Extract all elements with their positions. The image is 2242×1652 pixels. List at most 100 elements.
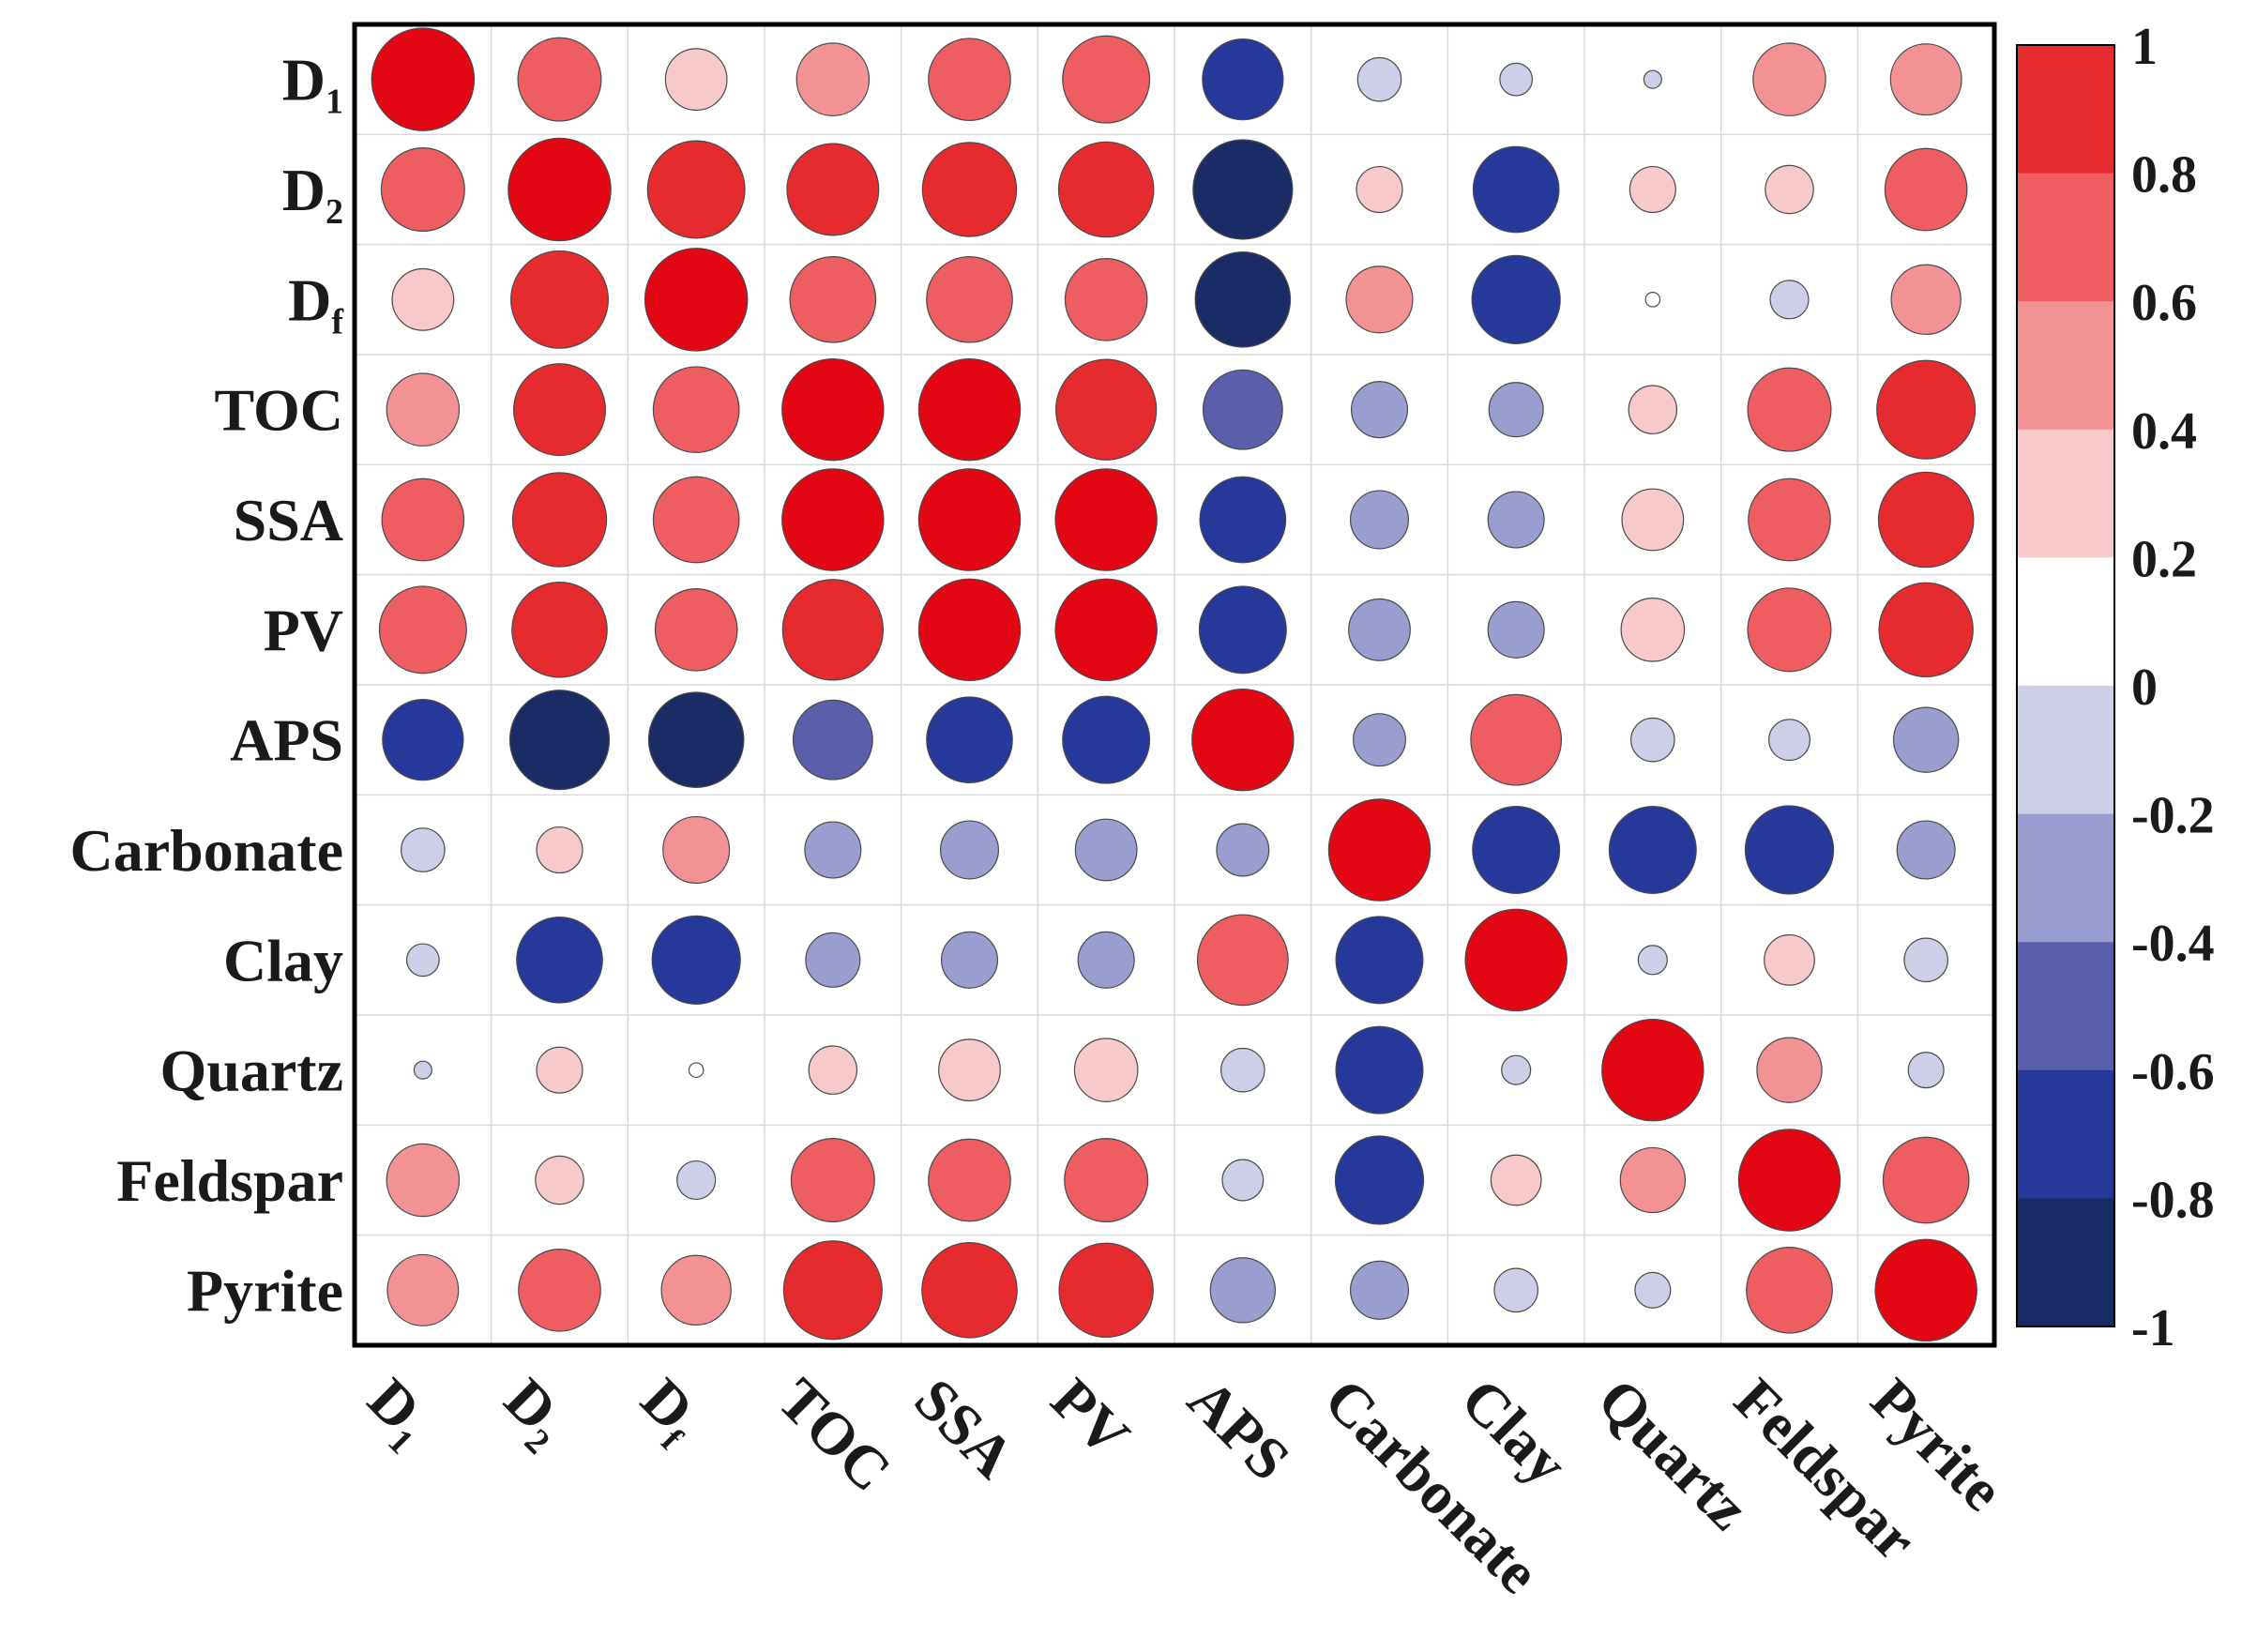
row-label-ssa: SSA	[234, 487, 343, 553]
cell-circle-d2-toc: 0.8	[786, 143, 880, 236]
cell-circle-clay-pv: -0.3	[1077, 931, 1135, 989]
cell-circle-df-ssa: 0.7	[926, 255, 1013, 343]
cell-circle-d2-quartz: 0.2	[1628, 165, 1676, 214]
cell-circle-aps-carbonate: -0.26	[1353, 713, 1406, 767]
cell-circle-d1-df: 0.36	[664, 48, 728, 112]
cell-circle-quartz-d1: -0.03	[413, 1060, 432, 1080]
cell-circle-d1-ssa: 0.64	[928, 38, 1011, 121]
cell-circle-quartz-pv: 0.38	[1073, 1038, 1139, 1102]
cell-circle-df-pyrite: 0.46	[1890, 264, 1962, 336]
row-label-pyrite: Pyrite	[187, 1257, 343, 1324]
cell-circle-ssa-quartz: 0.36	[1621, 488, 1685, 552]
cell-circle-df-df: 1	[644, 248, 749, 352]
color-legend: 1 0.8 0.6 0.4 0.2 0 -0.2 -0.4 -0.6 -0.8 -1	[2016, 18, 2215, 1357]
cell-circle-pv-aps: -0.72	[1198, 585, 1287, 674]
cell-circle-clay-ssa: -0.3	[940, 931, 999, 989]
color-legend-band	[2017, 686, 2114, 815]
color-legend-tick-label: 0.4	[2131, 402, 2197, 461]
row-labels: D1 D2 Df TOC SSA PV APS Carbonate Clay Quartz Feld…	[69, 47, 344, 1325]
cell-circle-toc-quartz: 0.22	[1628, 385, 1678, 434]
cell-circle-toc-clay: -0.28	[1488, 382, 1544, 438]
cell-circle-toc-carbonate: -0.3	[1350, 381, 1409, 439]
cell-circle-pv-ssa: 0.98	[917, 578, 1022, 682]
row-label-pv: PV	[264, 597, 343, 663]
cell-circle-carbonate-pyrite: -0.32	[1896, 820, 1956, 880]
cell-circle-clay-aps: 0.78	[1196, 914, 1289, 1007]
cell-circle-d2-feldspar: 0.22	[1765, 164, 1814, 215]
cell-circle-pyrite-ssa: 0.86	[921, 1242, 1018, 1339]
cell-circle-toc-toc: 0.98	[781, 357, 885, 462]
cell-circle-feldspar-ssa: 0.64	[928, 1138, 1011, 1222]
cell-circle-d2-d2: 1	[507, 137, 612, 242]
cell-circle-aps-toc: -0.6	[792, 699, 873, 781]
cell-circle-ssa-ssa: 0.98	[917, 468, 1022, 571]
cell-circle-toc-ssa: 0.98	[917, 357, 1022, 462]
cell-circle-pyrite-d2: 0.64	[518, 1249, 601, 1332]
cell-circle-quartz-quartz: 0.98	[1601, 1018, 1704, 1122]
cell-circle-d1-carbonate: -0.18	[1356, 56, 1402, 102]
color-legend-band	[2017, 45, 2114, 174]
cell-circle-clay-d2: -0.7	[516, 916, 603, 1004]
cell-circle-df-d2: 0.9	[510, 250, 609, 349]
cell-circle-toc-df: 0.7	[652, 366, 740, 454]
cell-circle-d1-d2: 0.66	[517, 37, 602, 122]
cell-circle-carbonate-ssa: -0.32	[939, 820, 1000, 880]
cell-circle-quartz-carbonate: -0.72	[1335, 1025, 1424, 1114]
cell-circle-feldspar-d2: 0.22	[535, 1155, 584, 1205]
color-legend-band	[2017, 429, 2114, 558]
row-label-d1: D1	[282, 47, 343, 122]
cell-circle-d2-carbonate: 0.2	[1356, 165, 1403, 214]
row-label-d2: D2	[282, 157, 343, 232]
cell-circle-clay-carbonate: -0.72	[1335, 916, 1424, 1005]
cell-circle-d2-ssa: 0.84	[921, 142, 1018, 237]
cell-circle-d1-aps: -0.62	[1202, 38, 1284, 121]
cell-circle-feldspar-pv: 0.66	[1064, 1137, 1149, 1223]
cell-circle-ssa-toc: 0.98	[781, 468, 885, 571]
cell-circle-pv-d1: 0.72	[378, 585, 467, 674]
cell-circle-quartz-pyrite: -0.12	[1907, 1052, 1945, 1089]
cell-circle-df-toc: 0.7	[789, 255, 877, 343]
cell-circle-feldspar-aps: -0.16	[1221, 1159, 1265, 1202]
cell-circle-d1-pyrite: 0.48	[1889, 43, 1962, 116]
cell-circle-pyrite-quartz: -0.12	[1634, 1271, 1672, 1309]
cell-circle-feldspar-pyrite: 0.7	[1882, 1136, 1970, 1224]
color-legend-band	[2017, 301, 2114, 431]
row-label-clay: Clay	[223, 927, 343, 993]
cell-circle-d2-pv: 0.86	[1057, 141, 1155, 238]
cell-circle-carbonate-feldspar: -0.74	[1744, 805, 1835, 895]
cell-circle-clay-d1: -0.1	[405, 943, 440, 978]
color-legend-band	[2017, 813, 2114, 943]
cell-circle-df-clay: -0.74	[1471, 254, 1561, 344]
cell-circle-pyrite-aps: -0.4	[1209, 1257, 1277, 1324]
cell-circle-aps-d1: -0.62	[382, 699, 464, 781]
plot-frame	[352, 22, 1997, 1348]
cell-circle-clay-feldspar: 0.24	[1764, 933, 1815, 986]
color-legend-frame	[2016, 44, 2115, 1327]
color-legend-tick-label: -0.6	[2131, 1043, 2215, 1101]
color-legend-band	[2017, 557, 2114, 687]
cell-circle-toc-d2: 0.8	[513, 363, 606, 457]
cell-circle-ssa-pyrite: 0.86	[1877, 471, 1975, 568]
color-legend-tick-label: 1	[2131, 18, 2158, 76]
cell-circle-carbonate-pv: -0.36	[1074, 818, 1138, 882]
cell-circle-df-carbonate: 0.42	[1345, 265, 1414, 334]
cell-circle-toc-d1: 0.5	[386, 372, 461, 447]
cell-circle-aps-pv: -0.72	[1062, 695, 1151, 784]
cell-circle-carbonate-df: 0.42	[662, 815, 731, 885]
row-label-aps: APS	[230, 707, 343, 774]
cell-circle-feldspar-quartz: 0.4	[1619, 1146, 1687, 1214]
cell-circle-feldspar-carbonate: -0.74	[1334, 1135, 1425, 1225]
cell-circle-ssa-pv: 0.98	[1054, 468, 1158, 571]
cell-circle-quartz-clay: -0.08	[1501, 1054, 1532, 1085]
cell-circle-pv-pyrite: 0.84	[1878, 582, 1974, 678]
cell-circle-aps-pyrite: -0.4	[1892, 706, 1960, 773]
color-legend-tick-label: -0.2	[2131, 787, 2215, 845]
cell-circle-toc-aps: -0.6	[1202, 369, 1283, 450]
color-legend-tick-label: 0.6	[2131, 274, 2197, 332]
cell-circle-df-aps: -0.86	[1194, 251, 1292, 348]
cell-circle-aps-quartz: -0.18	[1630, 717, 1675, 763]
color-legend-tick-label: -0.8	[2131, 1171, 2215, 1229]
cell-circle-carbonate-aps: -0.26	[1216, 823, 1270, 877]
